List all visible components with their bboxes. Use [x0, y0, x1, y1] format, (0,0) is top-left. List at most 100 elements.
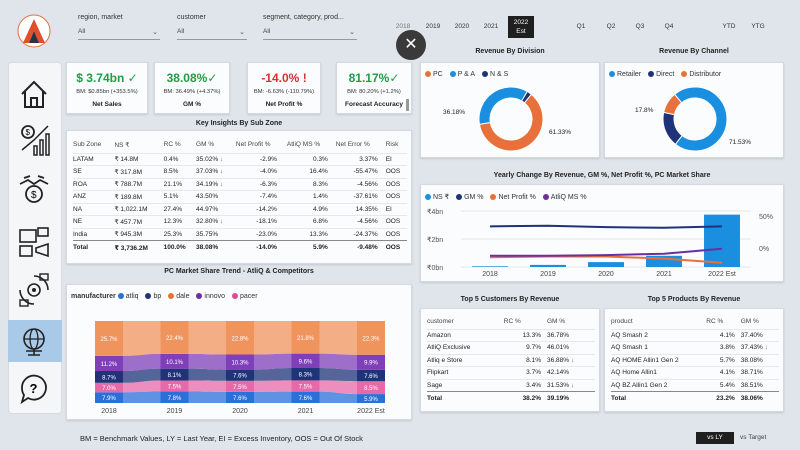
year-2018[interactable]: 2018: [395, 23, 411, 30]
vs-target-toggle[interactable]: vs Target: [740, 434, 767, 441]
customer-dropdown[interactable]: All ⌄: [177, 28, 247, 40]
cell-rc: 12.3%: [163, 218, 183, 226]
globe-network-icon[interactable]: [14, 321, 54, 361]
year-2021[interactable]: 2021: [483, 23, 499, 30]
year-2022-est[interactable]: 2022 Est: [508, 16, 534, 38]
legend-distributor[interactable]: Distributor: [681, 71, 721, 78]
table-row[interactable]: Amazon 13.3% 36.78%: [427, 329, 595, 342]
col-customer-rc[interactable]: RC %: [503, 318, 521, 326]
ribbon-bp: [319, 367, 357, 382]
legend-ns-rupee[interactable]: NS ₹: [425, 194, 449, 201]
col-product-gm[interactable]: GM %: [740, 318, 759, 326]
col-product-rc[interactable]: RC %: [706, 318, 724, 326]
col-ns[interactable]: NS ₹: [114, 141, 130, 149]
market-share-card[interactable]: manufacturer atliq bp dale innovo pacer …: [66, 284, 412, 420]
cell-net-error: -4.56%: [357, 218, 378, 226]
legend-retailer[interactable]: Retailer: [609, 71, 641, 78]
col-net-error[interactable]: Net Error %: [335, 141, 370, 149]
legend-innovo[interactable]: innovo: [196, 293, 225, 300]
legend-direct[interactable]: Direct: [648, 71, 674, 78]
segment-atliq-2021: [291, 391, 320, 403]
legend-pacer[interactable]: pacer: [232, 293, 258, 300]
table-row[interactable]: India ₹ 945.3M 25.3% 35.75% -23.0% 13.3% -24.…: [73, 228, 407, 241]
legend-pa[interactable]: P & A: [449, 71, 475, 78]
table-row[interactable]: Sage 3.4% 31.53% ↓: [427, 379, 595, 392]
legend-bp[interactable]: bp: [145, 293, 161, 300]
legend-net-profit[interactable]: Net Profit %: [490, 194, 536, 201]
legend-atliq[interactable]: atliq: [117, 293, 139, 300]
bar-ns-2019: [530, 264, 566, 267]
table-row[interactable]: NE ₹ 457.7M 12.3% 32.80% ↓ -18.1% 6.8% -4.56% O…: [73, 215, 407, 229]
table-row[interactable]: AQ Smash 1 3.8% 37.43% ↓: [611, 341, 779, 355]
col-rc[interactable]: RC %: [163, 141, 181, 149]
table-row[interactable]: SE ₹ 317.8M 8.5% 37.03% ↓ -4.0% 16.4% -55.47% O…: [73, 165, 407, 179]
segment-dale-2021: [291, 321, 320, 354]
year-2019[interactable]: 2019: [425, 23, 441, 30]
total-ns: ₹ 3,736.2M: [114, 244, 148, 252]
table-row[interactable]: LATAM ₹ 14.8M 0.4% 35.02% ↓ -2.9% 0.3% 3.37% EI: [73, 153, 407, 166]
legend-atliq-ms[interactable]: AtliQ MS %: [542, 194, 587, 201]
kpi-card-net-profit[interactable]: -14.0% ! BM: -6.63% (-110.79%) Net Profi…: [247, 62, 321, 114]
check-icon: ✓: [389, 71, 400, 85]
ytg-button[interactable]: YTG: [751, 23, 765, 30]
table-row[interactable]: AtliQ Exclusive 9.7% 46.01%: [427, 341, 595, 355]
kpi-card-net-sales[interactable]: $ 3.74bn ✓ BM: $0.85bn (+353.5%) Net Sal…: [66, 62, 148, 114]
quarter-q3[interactable]: Q3: [635, 23, 645, 30]
col-atliq-ms[interactable]: AtliQ MS %: [286, 141, 321, 149]
chevron-down-icon: ⌄: [239, 29, 245, 36]
kpi-card-forecast-accuracy[interactable]: 81.17%✓ BM: 80.20% (+1.2%) Forecast Accu…: [336, 62, 412, 114]
col-customer-gm[interactable]: GM %: [547, 318, 566, 326]
help-icon[interactable]: ?: [14, 368, 54, 408]
cell-risk: OOS: [385, 193, 401, 201]
supply-chain-icon[interactable]: [14, 270, 54, 310]
products-card[interactable]: product RC % GM % AQ Smash 2 4.1% 37.40% A…: [604, 308, 784, 412]
col-sub-zone[interactable]: Sub Zone: [73, 141, 102, 149]
money-hand-icon[interactable]: $: [14, 170, 54, 210]
legend-ns[interactable]: N & S: [482, 71, 508, 78]
year-2020[interactable]: 2020: [454, 23, 470, 30]
cell-ns: ₹ 189.8M: [114, 193, 143, 201]
legend-gm[interactable]: GM %: [456, 194, 484, 201]
channel-donut-card[interactable]: Retailer Direct Distributor 17.8% 71.53%: [604, 62, 784, 158]
region-dropdown[interactable]: All ⌄: [78, 28, 160, 40]
marketing-icon[interactable]: [14, 222, 54, 262]
table-row[interactable]: Flipkart 3.7% 42.14%: [427, 366, 595, 380]
subzone-table: Sub Zone NS ₹ RC % GM % Net Profit % Atl…: [73, 137, 407, 255]
customers-card[interactable]: customer RC % GM % Amazon 13.3% 36.78% Atl…: [420, 308, 600, 412]
cell-rc: 21.1%: [163, 180, 183, 188]
ytd-button[interactable]: YTD: [722, 23, 736, 30]
kpi-card-gm[interactable]: 38.08%✓ BM: 36.49% (+4.37%) GM %: [154, 62, 230, 114]
col-product[interactable]: product: [611, 318, 633, 326]
home-icon[interactable]: [14, 74, 54, 114]
division-donut-card[interactable]: PC P & A N & S 36.18% 61.33%: [420, 62, 600, 158]
table-row[interactable]: AQ BZ Allin1 Gen 2 5.4% 38.51%: [611, 379, 779, 392]
col-risk[interactable]: Risk: [385, 141, 399, 149]
scrollbar[interactable]: [406, 99, 409, 111]
table-row[interactable]: NA ₹ 1,022.1M 27.4% 44.97% -14.2% 4.9% 14.35%…: [73, 203, 407, 216]
table-row[interactable]: ROA ₹ 788.7M 21.1% 34.19% ↓ -6.3% 8.3% -4.56% O…: [73, 178, 407, 191]
legend-pc[interactable]: PC: [425, 71, 443, 78]
table-row[interactable]: AQ HOME Allin1 Gen 2 5.7% 38.08%: [611, 354, 779, 367]
table-row[interactable]: Atliq e Store 8.1% 36.88% ↓: [427, 354, 595, 367]
subzone-table-card[interactable]: Sub Zone NS ₹ RC % GM % Net Profit % Atl…: [66, 130, 412, 264]
cell-gm: 35.75%: [196, 230, 219, 238]
table-row[interactable]: AQ Smash 2 4.1% 37.40%: [611, 329, 779, 342]
col-net-profit[interactable]: Net Profit %: [235, 141, 271, 149]
col-gm[interactable]: GM %: [196, 141, 215, 149]
yearly-card[interactable]: NS ₹ GM % Net Profit % AtliQ MS % ₹4bn ₹2…: [420, 184, 784, 282]
segment-dropdown[interactable]: All ⌄: [263, 28, 357, 40]
quarter-q4[interactable]: Q4: [664, 23, 674, 30]
ribbon-atliq: [123, 391, 161, 403]
table-row[interactable]: ANZ ₹ 189.8M 5.1% 43.50% -7.4% 1.4% -37.61% OO…: [73, 190, 407, 204]
cell-name: AQ HOME Allin1 Gen 2: [611, 356, 679, 364]
ribbon-innovo: [254, 353, 292, 370]
line-gm-: [489, 224, 723, 229]
legend-dale[interactable]: dale: [168, 293, 189, 300]
vs-ly-toggle[interactable]: vs LY: [696, 432, 734, 444]
col-customer[interactable]: customer: [427, 318, 454, 326]
quarter-q1[interactable]: Q1: [576, 23, 586, 30]
close-button[interactable]: ✕: [396, 30, 426, 60]
finance-chart-icon[interactable]: $: [14, 120, 54, 160]
table-row[interactable]: AQ Home Allin1 4.1% 38.71%: [611, 366, 779, 380]
quarter-q2[interactable]: Q2: [606, 23, 616, 30]
